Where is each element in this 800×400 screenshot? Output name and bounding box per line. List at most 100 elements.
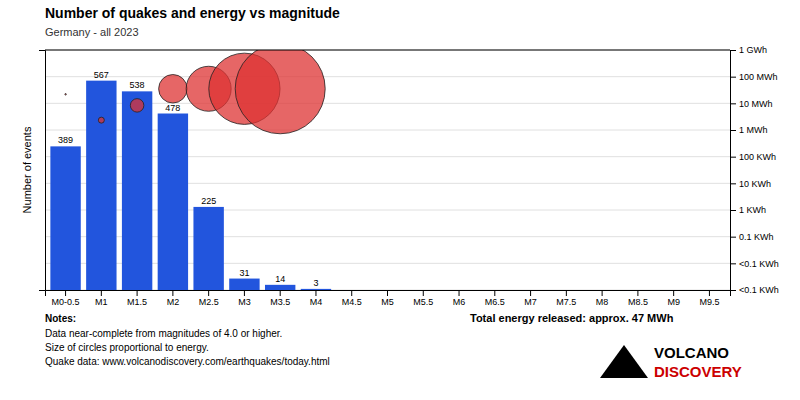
y2-tick-mark: [730, 237, 736, 238]
bar: [337, 290, 367, 291]
x-tick-label: M6.5: [485, 297, 505, 307]
subtitle: Germany - all 2023: [45, 26, 139, 38]
x-tick: M8.5: [628, 290, 648, 307]
y2-tick-mark: [730, 183, 736, 184]
data-label: 3: [313, 278, 318, 288]
bar: [86, 81, 116, 290]
logo-icon: [600, 345, 648, 378]
y2-tick-mark: [730, 263, 736, 264]
grid-line: [45, 50, 730, 51]
notes-heading: Notes:: [45, 313, 76, 324]
x-tick-mark: [602, 290, 603, 296]
y2-tick: 1 KWh: [730, 205, 766, 215]
y2-tick-label: 10 KWh: [739, 179, 771, 189]
x-tick-mark: [315, 290, 316, 296]
logo-text: DISCOVERY: [654, 363, 742, 380]
grid: [45, 50, 730, 290]
y2-tick: 100 MWh: [730, 72, 778, 82]
x-tick-label: M5: [381, 297, 394, 307]
x-tick-mark: [530, 290, 531, 296]
y2-tick: <0.1 KWh: [730, 285, 779, 295]
x-tick-mark: [637, 290, 638, 296]
x-tick: M4.5: [342, 290, 362, 307]
x-tick: M3.5: [270, 290, 290, 307]
bar: [515, 290, 545, 291]
data-label: 31: [239, 268, 249, 278]
x-tick: M1: [95, 290, 108, 307]
bar: [372, 290, 402, 291]
x-tick-mark: [709, 290, 710, 296]
logo-text: VOLCANO: [654, 344, 729, 361]
x-tick: M4: [310, 290, 323, 307]
bar: [229, 279, 259, 290]
y2-tick-label: 0.1 KWh: [739, 232, 774, 242]
x-tick-mark: [244, 290, 245, 296]
y2-tick-label: 1 KWh: [739, 205, 766, 215]
x-axis-line: [46, 291, 731, 297]
bar: [408, 290, 438, 291]
x-tick: M1.5: [127, 290, 147, 307]
energy-circle: [65, 94, 67, 96]
bar: [193, 207, 223, 290]
y2-tick-mark: [730, 103, 736, 104]
x-tick: M3: [238, 290, 251, 307]
x-tick-mark: [137, 290, 138, 296]
y2-tick: 1 MWh: [730, 125, 768, 135]
x-tick-label: M1: [95, 297, 108, 307]
x-tick-label: M6: [453, 297, 466, 307]
energy-circle: [235, 50, 325, 134]
y2-tick-label: 1 GWh: [739, 45, 767, 55]
y2-tick: 10 MWh: [730, 99, 773, 109]
x-tick: M8: [596, 290, 609, 307]
frame: [45, 50, 730, 51]
y2-tick: 1 GWh: [730, 45, 767, 55]
x-tick-mark: [494, 290, 495, 296]
x-tick: M0-0.5: [52, 290, 80, 307]
x-tick: M7: [524, 290, 537, 307]
y2-tick-mark: [730, 210, 736, 211]
x-tick-mark: [280, 290, 281, 296]
y-axis-title: Number of events: [21, 126, 33, 213]
note: Data near-complete from magnitudes of 4.…: [45, 328, 282, 339]
x-tick-label: M3: [238, 297, 251, 307]
y2-axis: <0.1 KWh<0.1 KWh0.1 KWh1 KWh10 KWh100 KW…: [730, 45, 779, 295]
x-tick-mark: [351, 290, 352, 296]
bar: [658, 290, 688, 291]
x-tick-label: M8.5: [628, 297, 648, 307]
y2-tick-label: <0.1 KWh: [739, 259, 779, 269]
x-axis: M0-0.5 M1 M1.5 M2 M2.5 M3 M3.5 M4 M4.5 M5 M5.5 M6 M6…: [46, 290, 731, 307]
bar: [265, 285, 295, 290]
data-label: 478: [165, 103, 180, 113]
x-tick-label: M5.5: [413, 297, 433, 307]
bar: [480, 290, 510, 291]
x-tick-label: M9.5: [699, 297, 719, 307]
x-tick-mark: [65, 290, 66, 296]
x-tick: M7.5: [556, 290, 576, 307]
x-tick-label: M3.5: [270, 297, 290, 307]
bar: [158, 114, 188, 290]
data-label: 14: [275, 274, 285, 284]
plot: 38956753847822531143M0-0.5M1M1.5M2M2.5M3…: [21, 44, 779, 308]
note: Size of circles proportional to energy.: [45, 342, 209, 353]
data-label: 567: [94, 70, 109, 80]
bar: [694, 290, 724, 291]
chart: Number of quakes and energy vs magnitude…: [0, 0, 800, 400]
x-tick-label: M0-0.5: [52, 297, 80, 307]
bar: [587, 290, 617, 291]
x-tick-label: M2: [167, 297, 180, 307]
bar: [122, 91, 152, 290]
x-tick-label: M4.5: [342, 297, 362, 307]
x-tick-label: M7.5: [556, 297, 576, 307]
x-tick-mark: [423, 290, 424, 296]
x-tick: M2.5: [199, 290, 219, 307]
data-label: 538: [130, 80, 145, 90]
x-tick: M6: [453, 290, 466, 307]
y2-tick: 0.1 KWh: [730, 232, 774, 242]
energy-circle: [98, 117, 104, 123]
x-tick-mark: [208, 290, 209, 296]
x-tick-label: M7: [524, 297, 537, 307]
x-tick: M5.5: [413, 290, 433, 307]
energy-circle: [159, 75, 188, 104]
grid-line: [45, 76, 730, 77]
energy-circle: [130, 99, 144, 113]
